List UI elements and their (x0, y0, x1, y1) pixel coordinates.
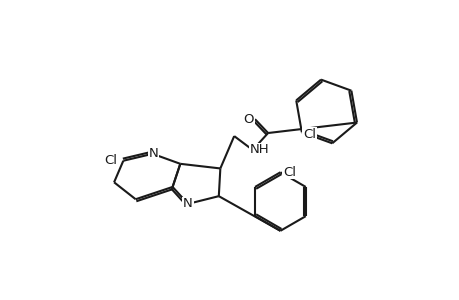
Text: NH: NH (249, 143, 269, 157)
Text: Cl: Cl (302, 128, 315, 141)
Text: N: N (148, 147, 158, 160)
Text: N: N (183, 197, 192, 210)
Text: O: O (243, 113, 253, 126)
Text: Cl: Cl (283, 166, 296, 179)
Text: Cl: Cl (104, 154, 117, 167)
